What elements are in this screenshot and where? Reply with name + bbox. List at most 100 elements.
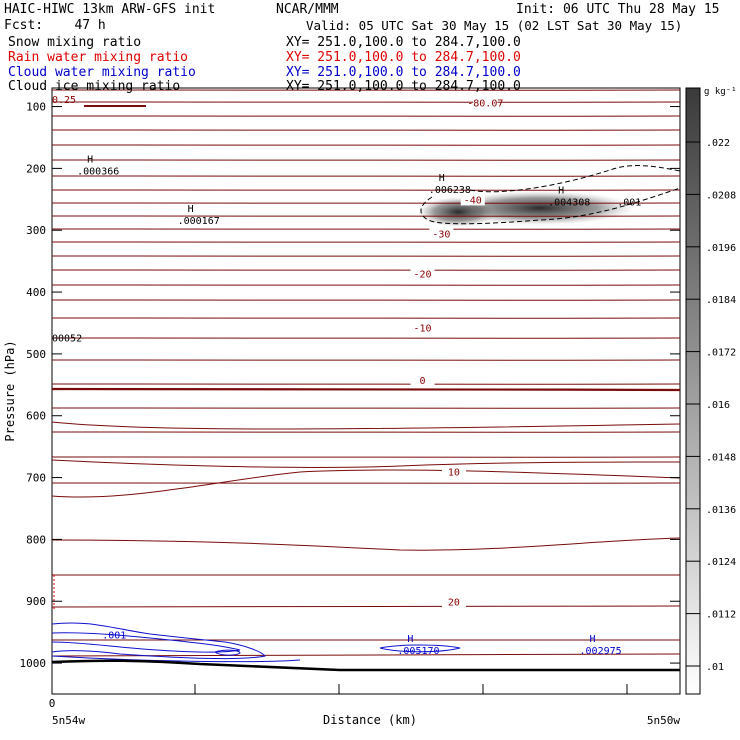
x-tick-label-right: 5n50w	[647, 714, 680, 727]
extremum-value-label: 00052	[52, 334, 82, 345]
cloud-ice-contours	[420, 165, 681, 225]
temperature-contour	[51, 605, 681, 608]
colorbar-label: .0196	[706, 243, 736, 254]
header-title: HAIC-HIWC 13km ARW-GFS init	[4, 2, 216, 17]
temperature-contour	[51, 269, 681, 271]
x-tick-label-zero: 0	[49, 697, 56, 710]
temperature-contour	[51, 284, 681, 286]
colorbar-label: .0184	[706, 295, 736, 306]
temperature-contour	[51, 189, 681, 191]
temperature-contour	[51, 202, 681, 204]
temperature-contour	[51, 241, 681, 243]
y-tick-label: 400	[26, 286, 46, 299]
contour-label-bg	[410, 374, 435, 386]
contour-labels: -80.07-40-30-20-10010200.25H.000366H.000…	[52, 95, 641, 657]
y-tick-label: 900	[26, 595, 46, 608]
temperature-contours	[51, 89, 681, 657]
cloud-water-contour-3	[214, 649, 241, 656]
field-cloudice-xy: XY= 251.0,100.0 to 284.7,100.0	[286, 79, 521, 94]
cloud-water-contour-4	[379, 644, 461, 653]
colorbar-label: .016	[706, 400, 730, 411]
colorbar-labels: .022 .0208 .0196 .0184 .0172 .016 .0148 .0136 .0…	[686, 138, 736, 673]
temperature-contour	[51, 317, 681, 319]
temperature-contour	[51, 228, 681, 230]
extremum-marker: H	[590, 634, 596, 645]
y-tick-label: 700	[26, 472, 46, 485]
header-init: Init: 06 UTC Thu 28 May 15	[516, 2, 720, 17]
temperature-contour	[51, 144, 681, 146]
colorbar-label: .0208	[706, 190, 736, 201]
field-cloudwater-name: Cloud water mixing ratio	[8, 65, 196, 80]
y-tick-label: 300	[26, 224, 46, 237]
extremum-value-label: .002975	[580, 646, 622, 657]
extremum-value-label: .000167	[178, 216, 220, 227]
snow-shade-left	[418, 197, 498, 227]
temperature-contour-zero	[51, 387, 681, 392]
cloud-water-contour-1	[51, 622, 266, 660]
colorbar-label: .0172	[706, 348, 736, 359]
temperature-contour	[51, 421, 681, 430]
temperature-contour	[51, 115, 681, 117]
field-snow-xy: XY= 251.0,100.0 to 284.7,100.0	[286, 35, 521, 50]
x-tick-label-left: 5n54w	[52, 714, 85, 727]
temperature-contour	[51, 459, 681, 468]
contour-label-bg	[429, 228, 454, 240]
plot-frame	[51, 87, 681, 695]
temperature-contour-label: -20	[413, 270, 431, 281]
temperature-contour-label: -40	[464, 195, 482, 206]
extremum-marker: H	[188, 204, 194, 215]
temperature-contour	[51, 175, 681, 177]
temperature-contour	[51, 359, 681, 361]
field-snow-name: Snow mixing ratio	[8, 35, 142, 50]
temperature-contour-label: -80.07	[467, 98, 503, 109]
header-valid: Valid: 05 UTC Sat 30 May 15 (02 LST Sat …	[306, 18, 683, 33]
field-rain-xy: XY= 251.0,100.0 to 284.7,100.0	[286, 50, 521, 65]
temperature-contour	[51, 255, 681, 257]
extremum-value-label: .000366	[77, 167, 119, 178]
extremum-value-label: .006238	[429, 185, 471, 196]
y-axis-title: Pressure (hPa)	[3, 340, 17, 441]
cloud-ice-contour-lower	[420, 187, 681, 225]
temperature-contour	[51, 215, 681, 217]
colorbar-label: .022	[706, 138, 730, 149]
extremum-value-label: 0.25	[52, 95, 76, 106]
y-tick-label: 600	[26, 410, 46, 423]
x-axis-title: Distance (km)	[323, 713, 417, 727]
temperature-contour	[51, 469, 681, 498]
temperature-contour-label: 10	[448, 467, 460, 478]
colorbar-label: .0124	[706, 557, 736, 568]
cloud-ice-contour-outer	[469, 165, 681, 193]
colorbar-label: .0136	[706, 505, 736, 516]
cloud-water-contours	[51, 622, 461, 663]
extremum-value-label: .001	[102, 630, 126, 641]
temperature-contour-label: 20	[448, 597, 460, 608]
colorbar	[685, 87, 701, 695]
temperature-contour-label: -30	[432, 229, 450, 240]
temperature-contour	[51, 337, 681, 339]
contour-label-bg	[410, 268, 435, 280]
y-tick-label: 100	[26, 101, 46, 114]
contour-label-bg	[410, 322, 435, 334]
contour-label-bg	[473, 97, 498, 109]
extremum-marker: H	[558, 185, 564, 196]
extremum-value-label: .001	[617, 197, 641, 208]
field-cloudwater-xy: XY= 251.0,100.0 to 284.7,100.0	[286, 65, 521, 80]
y-tick-label: 200	[26, 162, 46, 175]
extremum-marker: H	[87, 155, 93, 166]
cloud-water-contour-5	[51, 655, 301, 663]
extremum-marker: H	[407, 634, 413, 645]
y-tick-label: 1000	[20, 657, 47, 670]
field-rain-name: Rain water mixing ratio	[8, 50, 189, 65]
temperature-contour	[51, 101, 681, 103]
extremum-value-label: .004308	[548, 197, 590, 208]
temperature-contour	[51, 482, 681, 484]
temperature-contour	[51, 159, 681, 161]
x-axis	[51, 684, 628, 694]
colorbar-label: .0148	[706, 452, 736, 463]
header-org: NCAR/MMM	[276, 2, 339, 17]
contour-label-bg	[441, 596, 466, 608]
temperature-contour-label: -10	[413, 323, 431, 334]
colorbar-label: .01	[706, 662, 724, 673]
